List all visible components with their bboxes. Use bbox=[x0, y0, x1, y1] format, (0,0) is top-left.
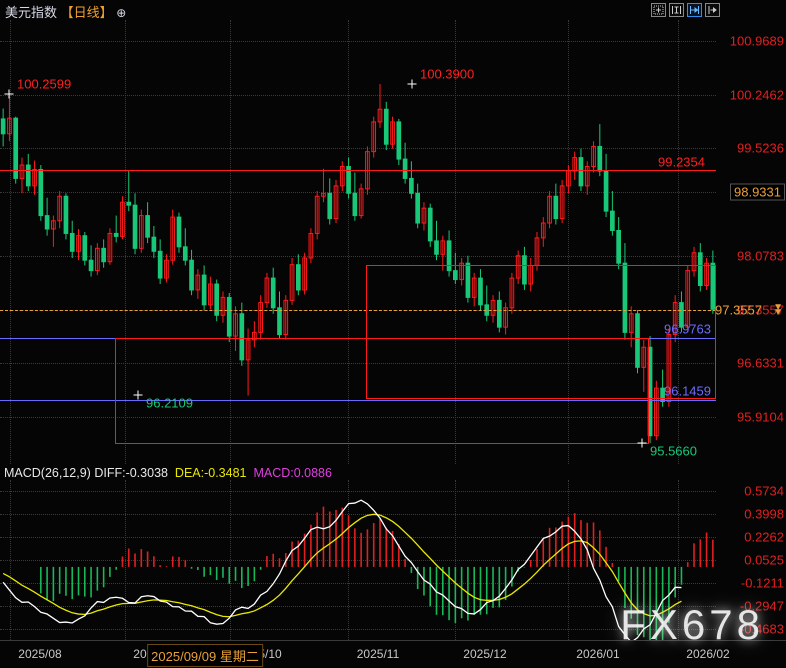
fit-screen-icon[interactable] bbox=[651, 3, 666, 17]
price-tick-label: 100.2462 bbox=[729, 87, 784, 103]
drawn-rect-upper[interactable] bbox=[366, 264, 716, 399]
price-panel[interactable]: 96.9763 96.1459 100.2599 100.3900 96.2109 95.… bbox=[0, 20, 716, 464]
x-tick-label: 2026/01 bbox=[576, 647, 620, 661]
crosshair-marker bbox=[637, 438, 647, 448]
gridline-vertical bbox=[678, 20, 679, 464]
x-tick-label: 2025/11 bbox=[356, 647, 400, 661]
price-arrows-icon: ▼ ▼ bbox=[773, 301, 783, 318]
period-label: 【日线】 bbox=[60, 5, 113, 20]
crosshair-icon[interactable]: ⊕ bbox=[116, 6, 127, 20]
macd-tick-label: -0.1211 bbox=[740, 575, 784, 591]
price-y-axis: 100.9689 100.2462 99.5236 98.9331 98.0783 97.… bbox=[658, 20, 786, 464]
gridline-horizontal bbox=[0, 148, 716, 150]
annotation-low-right: 95.5660 bbox=[650, 443, 697, 459]
macd-y-axis: 0.5734 0.3998 0.2262 0.0525 -0.1211 -0.2947 -0… bbox=[716, 480, 786, 640]
gridline-vertical bbox=[348, 20, 349, 464]
support-lower-label: 96.1459 bbox=[664, 383, 711, 399]
macd-tick-label: 0.3998 bbox=[744, 506, 784, 522]
price-tick-label: 96.6331 bbox=[737, 355, 784, 371]
price-tick-label: 95.9104 bbox=[737, 409, 784, 425]
crosshair-marker bbox=[133, 390, 143, 400]
chart-title: 美元指数 【日线】 ⊕ bbox=[5, 2, 126, 21]
gridline-vertical bbox=[10, 20, 11, 464]
macd-tick-label: 0.0525 bbox=[744, 552, 784, 568]
x-tick-label: 2026/02 bbox=[686, 647, 730, 661]
macd-tick-label: -0.2947 bbox=[739, 598, 784, 614]
gridline-vertical bbox=[230, 20, 231, 464]
gridline-vertical bbox=[125, 20, 126, 464]
candlestick-series bbox=[0, 83, 716, 444]
price-tick-label: 98.0783 bbox=[737, 248, 784, 264]
macd-series bbox=[2, 499, 714, 640]
crosshair-date-tooltip: 2025/09/09 星期二 bbox=[147, 644, 263, 667]
gridline-horizontal bbox=[0, 514, 716, 516]
gridline-horizontal bbox=[0, 491, 716, 493]
drawn-rect-lower[interactable] bbox=[115, 337, 649, 444]
macd-panel[interactable] bbox=[0, 480, 716, 640]
macd-tick-label: -0.4683 bbox=[739, 621, 784, 637]
gridline-horizontal bbox=[0, 363, 716, 365]
macd-dea-value: DEA:-0.3481 bbox=[174, 466, 247, 480]
instrument-name: 美元指数 bbox=[5, 5, 58, 20]
support-line-lower[interactable] bbox=[0, 399, 716, 401]
gridline-horizontal bbox=[0, 560, 716, 561]
gridline-horizontal bbox=[0, 628, 716, 630]
annotation-low-left: 96.2109 bbox=[146, 395, 193, 411]
gridline-horizontal bbox=[0, 417, 716, 419]
price-tick-label: 97.3557 bbox=[737, 302, 784, 318]
crosshair-marker bbox=[407, 79, 417, 89]
macd-diff-value: DIFF:-0.3038 bbox=[94, 466, 168, 480]
chart-toolbar bbox=[651, 3, 720, 17]
last-price-line[interactable] bbox=[0, 309, 716, 311]
gridline-horizontal bbox=[0, 94, 716, 96]
support-upper-label: 96.9763 bbox=[664, 321, 711, 337]
annotation-high-left: 100.2599 bbox=[17, 76, 72, 92]
macd-tick-label: 0.5734 bbox=[744, 483, 784, 499]
macd-legend: MACD(26,12,9) DIFF:-0.3038 DEA:-0.3481 M… bbox=[4, 466, 332, 480]
macd-indicator-label: MACD(26,12,9) bbox=[4, 466, 91, 480]
watermark: FX678 bbox=[620, 601, 764, 648]
gridline-vertical bbox=[568, 20, 569, 464]
gridline-horizontal bbox=[0, 537, 716, 539]
macd-tick-label: 0.2262 bbox=[744, 529, 784, 545]
chart-header: 美元指数 【日线】 ⊕ bbox=[0, 0, 786, 20]
gridline-horizontal bbox=[0, 582, 716, 584]
zoom-vertical-icon[interactable] bbox=[669, 3, 684, 17]
gridline-horizontal bbox=[0, 40, 716, 42]
crosshair-marker bbox=[4, 89, 14, 99]
resistance-level-label: 99.2354 bbox=[658, 154, 705, 170]
zoom-horizontal-icon[interactable] bbox=[687, 3, 702, 17]
resistance-line[interactable] bbox=[0, 169, 716, 171]
x-axis: 2025/082025/092025/102025/112025/122026/… bbox=[0, 640, 786, 668]
gridline-horizontal bbox=[0, 605, 716, 607]
gridline-vertical bbox=[455, 20, 456, 464]
price-tick-label: 99.5236 bbox=[737, 140, 784, 156]
macd-macd-value: MACD:0.0886 bbox=[253, 466, 332, 480]
last-price-level-label: 97.3557 bbox=[715, 302, 762, 318]
x-tick-label: 2025/08 bbox=[18, 647, 62, 661]
price-tick-label: 100.9689 bbox=[729, 33, 784, 49]
annotation-high-mid: 100.3900 bbox=[420, 66, 475, 82]
gridline-horizontal bbox=[0, 255, 716, 257]
gridline-horizontal bbox=[0, 192, 716, 194]
price-tick-label: 98.9331 bbox=[730, 183, 785, 201]
x-tick-label: 2025/12 bbox=[463, 647, 507, 661]
scroll-to-end-icon[interactable] bbox=[705, 3, 720, 17]
